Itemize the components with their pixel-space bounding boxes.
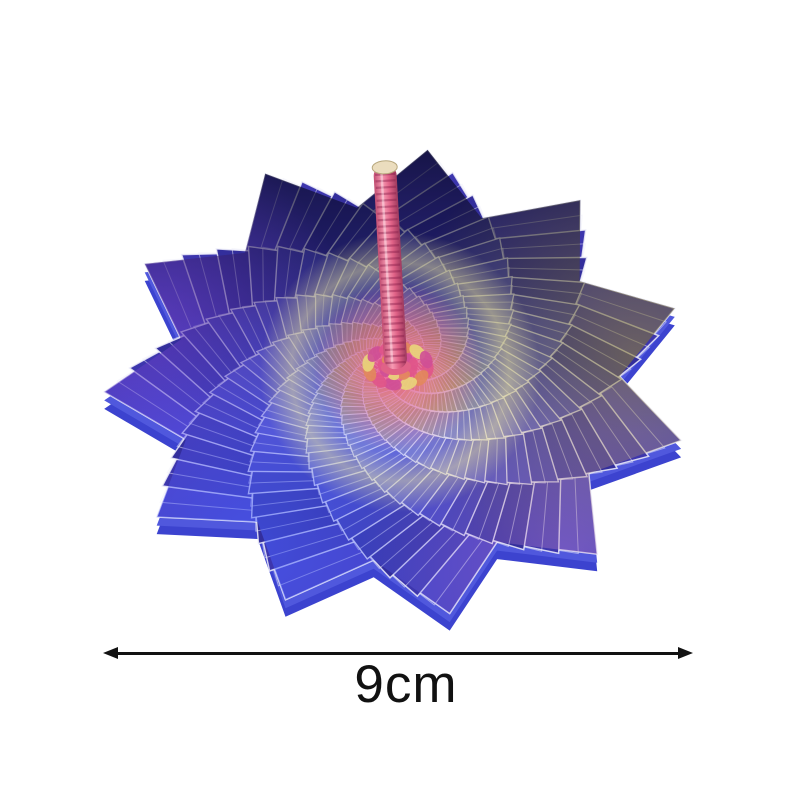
- dimension-arrow: [103, 647, 693, 659]
- product-photo: [102, 148, 683, 631]
- arrow-left-head-icon: [103, 647, 118, 659]
- arrow-right-head-icon: [678, 647, 693, 659]
- arrow-shaft: [112, 651, 684, 655]
- spiral-star-spinning-top: [102, 148, 683, 631]
- dimension-label: 9cm: [354, 655, 458, 714]
